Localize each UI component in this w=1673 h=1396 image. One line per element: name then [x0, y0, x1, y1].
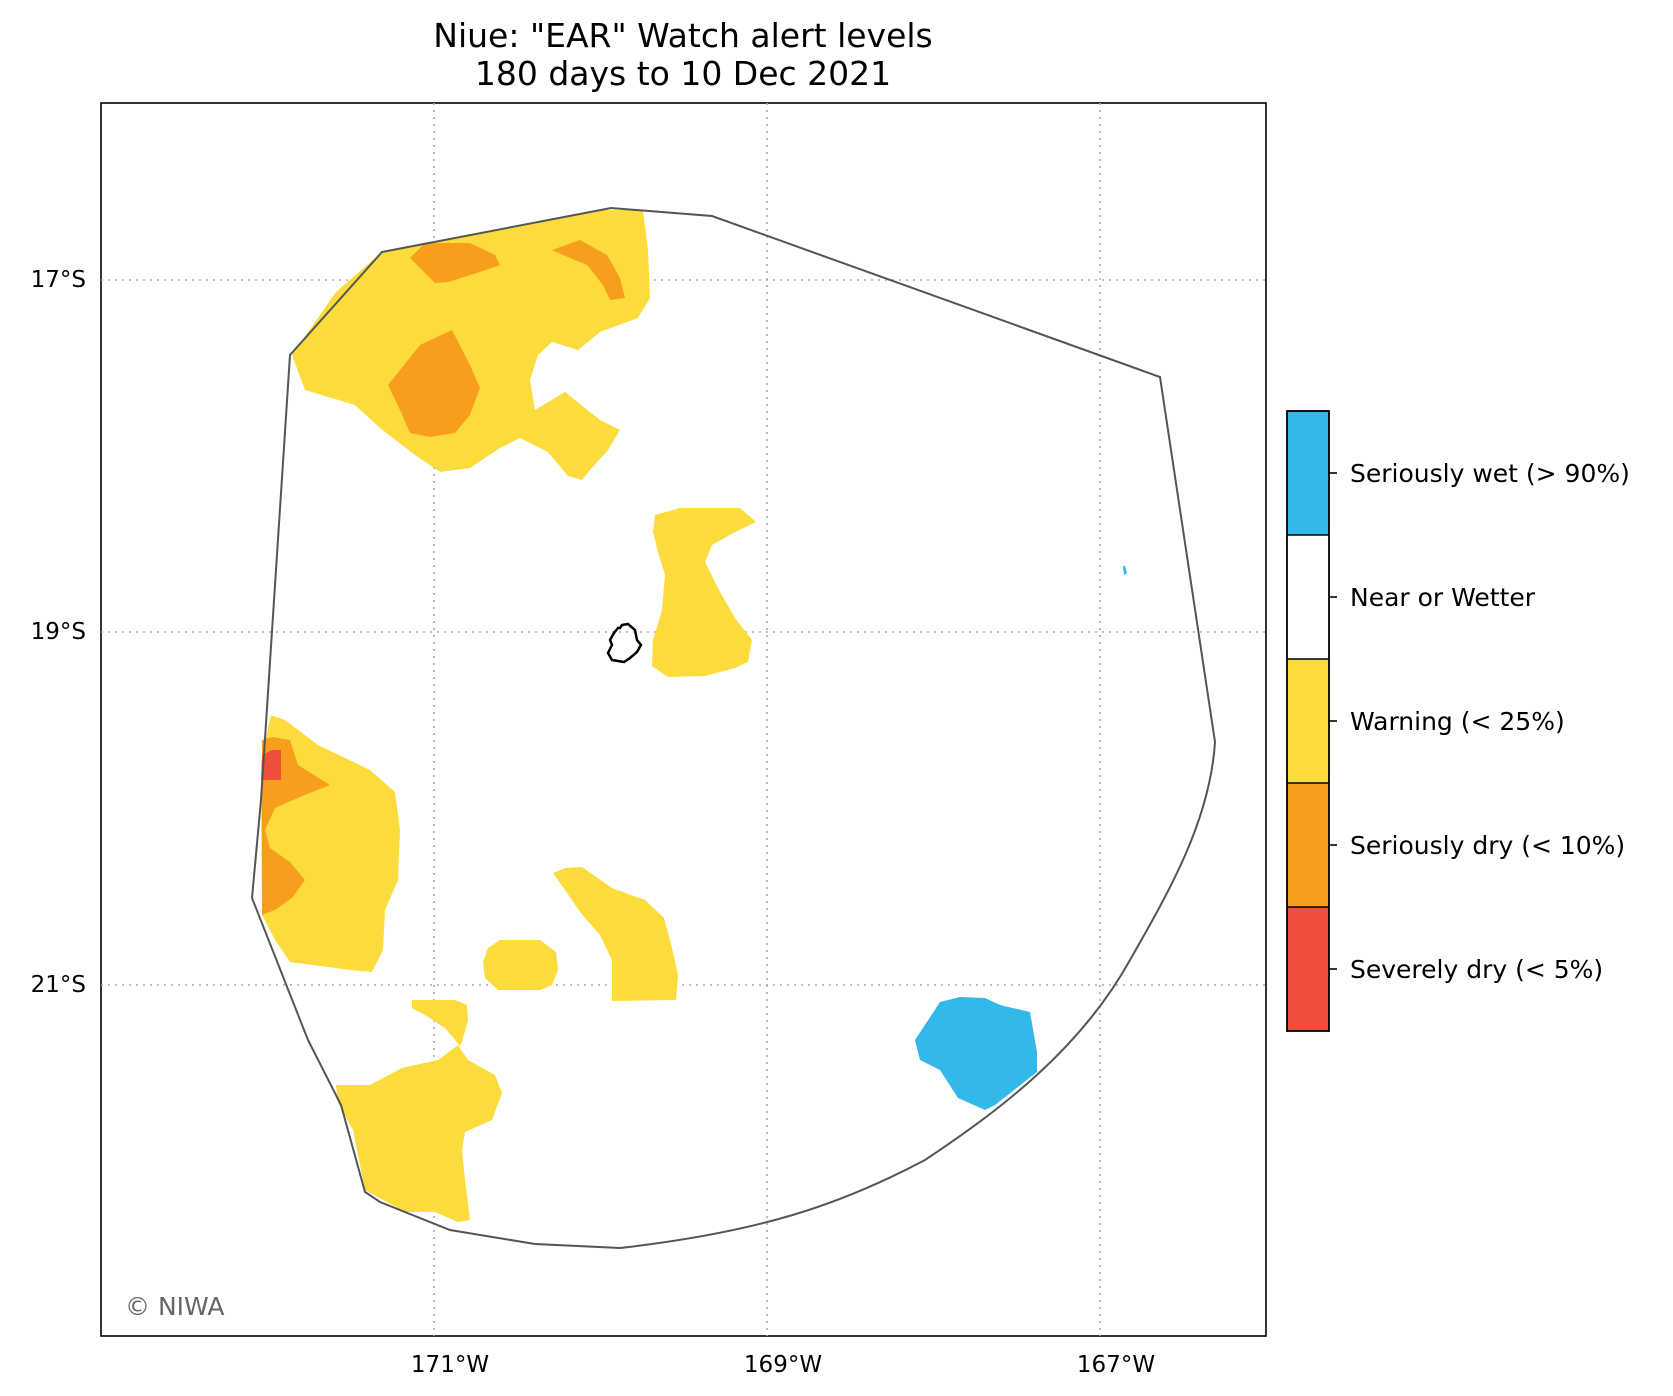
y-tick-label-17: 17°S — [31, 267, 86, 293]
warning-region-center-east — [652, 508, 756, 677]
legend-label-warning: Warning (< 25%) — [1350, 707, 1565, 736]
seriously-dry-region-n-top — [552, 240, 625, 300]
warning-regions — [261, 210, 756, 1222]
x-tick-label-169: 169°W — [744, 1352, 822, 1378]
warning-region-small-blob — [483, 940, 558, 990]
seriously-wet-speck — [1123, 566, 1127, 575]
seriously-dry-region-nw-top — [410, 243, 500, 283]
legend-colorbar: Seriously wet (> 90%) Near or Wetter War… — [1286, 410, 1630, 1032]
niwa-credit: © NIWA — [125, 1292, 224, 1321]
map-frame — [100, 102, 1267, 1337]
seriously-wet-regions — [915, 566, 1127, 1110]
legend-label-seriously-dry: Seriously dry (< 10%) — [1350, 831, 1625, 860]
legend-swatch-seriously-dry — [1287, 783, 1329, 907]
legend-swatch-near-or-wetter — [1287, 535, 1329, 659]
map-subtitle: 180 days to 10 Dec 2021 — [474, 54, 892, 93]
seriously-dry-region-north-center — [388, 330, 480, 437]
legend-swatch-seriously-wet — [1287, 411, 1329, 535]
legend-label-severely-dry: Severely dry (< 5%) — [1350, 955, 1603, 984]
severely-dry-region-west — [261, 750, 281, 780]
legend-label-seriously-wet: Seriously wet (> 90%) — [1350, 459, 1630, 488]
x-tick-label-171: 171°W — [411, 1352, 489, 1378]
seriously-dry-region-west — [262, 737, 330, 915]
warning-region-south-center — [553, 867, 678, 1001]
x-tick-label-167: 167°W — [1077, 1352, 1155, 1378]
seriously-wet-region-southeast — [915, 997, 1037, 1110]
map-title: Niue: "EAR" Watch alert levels — [433, 16, 933, 55]
legend-swatch-severely-dry — [1287, 907, 1329, 1031]
warning-region-south-small — [412, 1000, 468, 1046]
warning-region-north — [292, 210, 650, 480]
y-tick-label-21: 21°S — [31, 972, 86, 998]
eez-boundary — [250, 206, 1217, 1250]
legend-swatch-warning — [1287, 659, 1329, 783]
warning-region-south-west — [336, 1045, 502, 1222]
seriously-dry-regions — [262, 240, 625, 915]
niue-island-outline — [606, 622, 643, 664]
legend-label-near-or-wetter: Near or Wetter — [1350, 583, 1536, 612]
y-tick-label-19: 19°S — [31, 619, 86, 645]
